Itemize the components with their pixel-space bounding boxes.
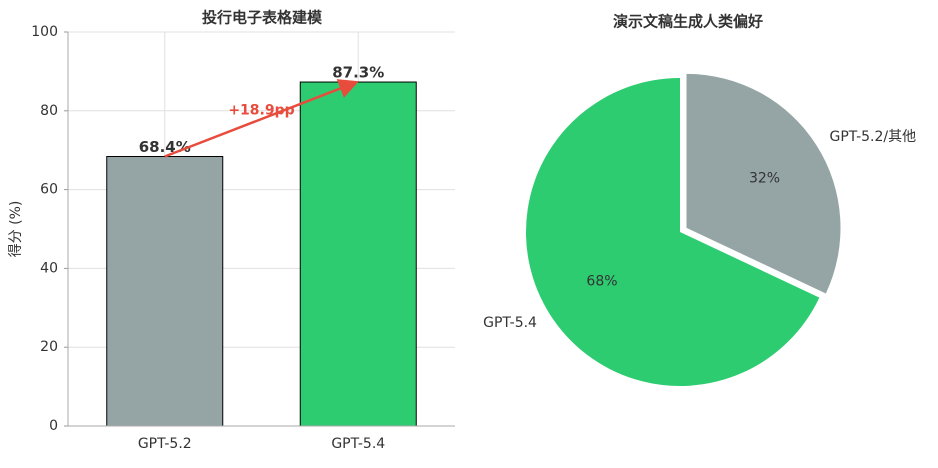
y-tick-label: 20 (40, 339, 58, 355)
percent-label: 68% (586, 274, 617, 290)
bar (299, 81, 417, 427)
value-label: 68.4% (139, 138, 191, 156)
y-tick-label: 80 (40, 103, 58, 119)
annotation-arrow (164, 79, 359, 158)
y-tick-label: 40 (40, 260, 58, 276)
value-label: 87.3% (332, 64, 384, 82)
y-tick-label: 0 (49, 418, 58, 434)
percent-label: 32% (749, 170, 780, 186)
slice-label: GPT-5.2/其他 (830, 129, 917, 145)
chart-title: 投行电子表格建模 (202, 9, 323, 27)
slice-label: GPT-5.4 (483, 315, 537, 331)
bar (106, 156, 224, 427)
y-tick-label: 100 (31, 24, 58, 40)
chart-title: 演示文稿生成人类偏好 (613, 13, 763, 31)
x-tick-label: GPT-5.4 (331, 436, 385, 452)
pie-slice (526, 78, 820, 386)
pie-slice (686, 73, 841, 294)
y-axis-label: 得分 (%) (7, 201, 24, 258)
x-tick-label: GPT-5.2 (138, 436, 192, 452)
y-tick-label: 60 (40, 182, 58, 198)
annotation: +18.9pp (228, 102, 294, 118)
